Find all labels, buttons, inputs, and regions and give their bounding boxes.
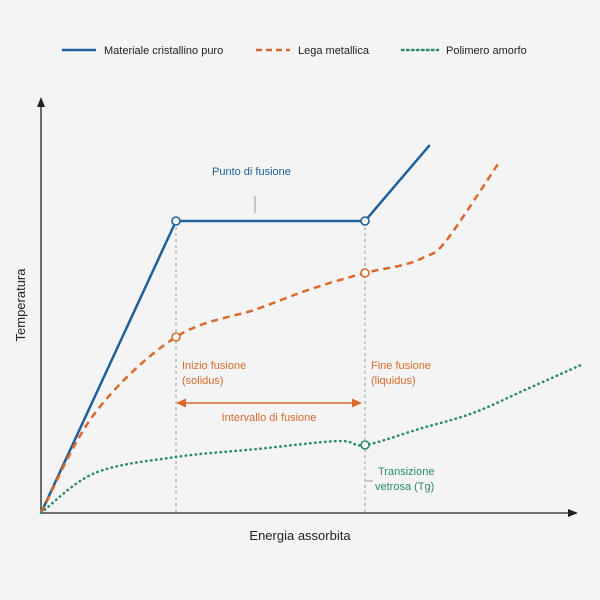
marker-4 — [360, 268, 370, 278]
annotation-glass-transition-1: Transizione — [378, 466, 434, 478]
marker-2 — [360, 216, 370, 226]
legend-label-polimero: Polimero amorfo — [446, 45, 527, 57]
annotation-melting-point: Punto di fusione — [212, 166, 291, 178]
series-line-lega — [39, 160, 502, 514]
y-axis-arrow — [37, 97, 45, 107]
series-line-polimero — [39, 363, 583, 515]
series-line-cristallino — [39, 144, 431, 514]
melting-range-arrow — [176, 398, 362, 408]
x-axis-title: Energia assorbita — [249, 528, 351, 543]
legend: Materiale cristallino puro Lega metallic… — [62, 45, 527, 57]
marker-5 — [360, 440, 370, 450]
x-axis-arrow — [568, 509, 578, 517]
markers — [171, 216, 370, 450]
marker-1 — [171, 216, 181, 226]
axes — [37, 97, 578, 517]
legend-label-lega: Lega metallica — [298, 45, 370, 57]
annotation-end-melting-1: Fine fusione — [371, 360, 431, 372]
series-layer — [39, 144, 583, 515]
legend-label-cristallino: Materiale cristallino puro — [104, 45, 223, 57]
annotation-end-melting-2: (liquidus) — [371, 375, 416, 387]
annotation-melting-range: Intervallo di fusione — [222, 412, 317, 424]
y-axis-title: Temperatura — [13, 268, 28, 342]
marker-3 — [171, 332, 181, 342]
annotation-glass-transition-2: vetrosa (Tg) — [375, 481, 434, 493]
annotation-start-melting-2: (solidus) — [182, 375, 224, 387]
annotation-start-melting-1: Inizio fusione — [182, 360, 246, 372]
